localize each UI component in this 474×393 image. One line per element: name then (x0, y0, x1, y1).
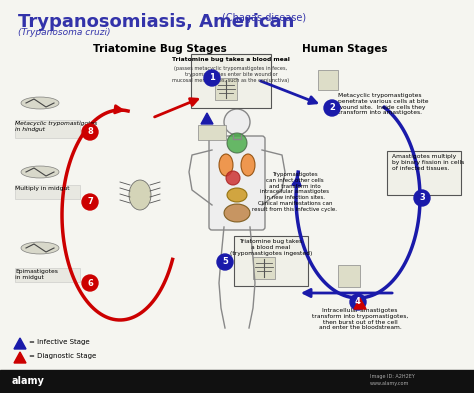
Circle shape (82, 124, 98, 140)
FancyBboxPatch shape (387, 151, 461, 195)
Text: 5: 5 (222, 257, 228, 266)
Text: alamy: alamy (12, 376, 45, 386)
Text: 1: 1 (209, 73, 215, 83)
Polygon shape (354, 298, 366, 309)
Circle shape (82, 275, 98, 291)
Text: Amastigotes multiply
by binary fission in cells
of infected tissues.: Amastigotes multiply by binary fission i… (392, 154, 464, 171)
Circle shape (324, 100, 340, 116)
Text: Epimastigotes
in midgut: Epimastigotes in midgut (15, 269, 58, 280)
Text: Multiply in midgut: Multiply in midgut (15, 186, 70, 191)
Ellipse shape (21, 166, 59, 178)
Text: Human Stages: Human Stages (302, 44, 388, 54)
Polygon shape (14, 352, 26, 363)
Text: Metacyclic trypomastigotes
in hindgut: Metacyclic trypomastigotes in hindgut (15, 121, 97, 132)
Text: = Diagnostic Stage: = Diagnostic Stage (29, 353, 96, 359)
Text: Triatomine bug takes a blood meal: Triatomine bug takes a blood meal (172, 57, 290, 62)
Text: Triatomine bug takes
a blood meal
(trypomastigotes ingested): Triatomine bug takes a blood meal (trypo… (230, 239, 312, 255)
Bar (215, 78, 237, 100)
Text: (Trypanosoma cruzi): (Trypanosoma cruzi) (18, 28, 110, 37)
Circle shape (82, 194, 98, 210)
Text: Image ID: A2H2EY: Image ID: A2H2EY (370, 374, 415, 379)
Text: (passes metacyclic trypomastigotes in feces,
trypomastigotes enter bite wound or: (passes metacyclic trypomastigotes in fe… (173, 66, 290, 83)
Bar (253, 257, 275, 279)
Ellipse shape (21, 97, 59, 109)
Circle shape (227, 133, 247, 153)
Text: www.alamy.com: www.alamy.com (370, 381, 410, 386)
Circle shape (224, 109, 250, 135)
Bar (318, 70, 338, 90)
FancyBboxPatch shape (234, 236, 308, 286)
Bar (198, 125, 226, 140)
Text: (Chagas disease): (Chagas disease) (222, 13, 306, 23)
Text: 2: 2 (329, 103, 335, 112)
Bar (0, 370, 474, 393)
Bar (15, 185, 80, 199)
Ellipse shape (21, 242, 59, 254)
Circle shape (217, 254, 233, 270)
Text: Intracellular amastigotes
transform into trypomastigotes,
then burst out of the : Intracellular amastigotes transform into… (312, 308, 408, 331)
Bar (15, 268, 80, 282)
Circle shape (226, 171, 240, 185)
Text: 6: 6 (87, 279, 93, 288)
Ellipse shape (219, 154, 233, 176)
FancyBboxPatch shape (191, 54, 271, 108)
Text: 8: 8 (87, 127, 93, 136)
Text: 7: 7 (87, 198, 93, 206)
Bar (15, 120, 80, 138)
FancyBboxPatch shape (209, 136, 265, 230)
Bar (338, 265, 360, 287)
Circle shape (204, 70, 220, 86)
Circle shape (414, 190, 430, 206)
Polygon shape (201, 113, 213, 124)
Circle shape (350, 294, 366, 310)
Text: = Infective Stage: = Infective Stage (29, 339, 90, 345)
Ellipse shape (224, 204, 250, 222)
Text: 3: 3 (419, 193, 425, 202)
Ellipse shape (129, 180, 151, 210)
Text: Trypomastigotes
can infect other cells
and transform into
intracellular amastigo: Trypomastigotes can infect other cells a… (253, 172, 337, 212)
Polygon shape (14, 338, 26, 349)
Ellipse shape (227, 188, 247, 202)
Text: Metacyclic trypomastigotes
penetrate various cells at bite
wound site.  Inside c: Metacyclic trypomastigotes penetrate var… (338, 93, 428, 116)
Text: Trypanosomiasis, American: Trypanosomiasis, American (18, 13, 294, 31)
Text: Triatomine Bug Stages: Triatomine Bug Stages (93, 44, 227, 54)
Ellipse shape (241, 154, 255, 176)
Text: 4: 4 (355, 298, 361, 307)
